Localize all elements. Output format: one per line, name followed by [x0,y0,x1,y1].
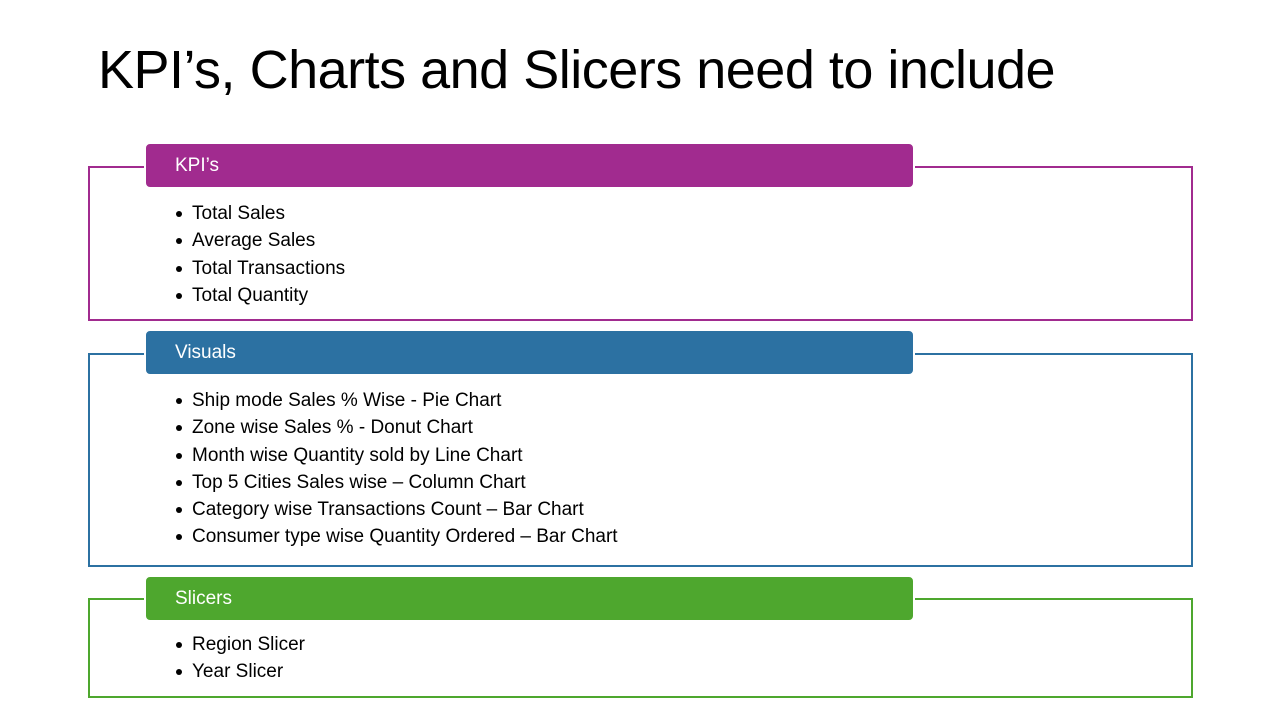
list-item: Year Slicer [176,658,305,685]
list-item: Top 5 Cities Sales wise – Column Chart [176,469,618,496]
list-item: Month wise Quantity sold by Line Chart [176,442,618,469]
visuals-section-header: Visuals [144,329,915,376]
list-item: Zone wise Sales % - Donut Chart [176,414,618,441]
list-item: Region Slicer [176,631,305,658]
list-item: Average Sales [176,227,345,254]
list-item: Total Quantity [176,282,345,309]
kpis-list: Total Sales Average Sales Total Transact… [176,200,345,309]
kpis-section: KPI’s Total Sales Average Sales Total Tr… [88,142,1193,321]
kpis-section-header: KPI’s [144,142,915,189]
visuals-list: Ship mode Sales % Wise - Pie Chart Zone … [176,387,618,551]
slicers-section: Slicers Region Slicer Year Slicer [88,575,1193,698]
list-item: Ship mode Sales % Wise - Pie Chart [176,387,618,414]
slicers-section-header: Slicers [144,575,915,622]
list-item: Total Sales [176,200,345,227]
list-item: Consumer type wise Quantity Ordered – Ba… [176,523,618,550]
visuals-section: Visuals Ship mode Sales % Wise - Pie Cha… [88,329,1193,567]
list-item: Category wise Transactions Count – Bar C… [176,496,618,523]
slicers-list: Region Slicer Year Slicer [176,631,305,686]
list-item: Total Transactions [176,255,345,282]
slide-title: KPI’s, Charts and Slicers need to includ… [98,40,1056,100]
